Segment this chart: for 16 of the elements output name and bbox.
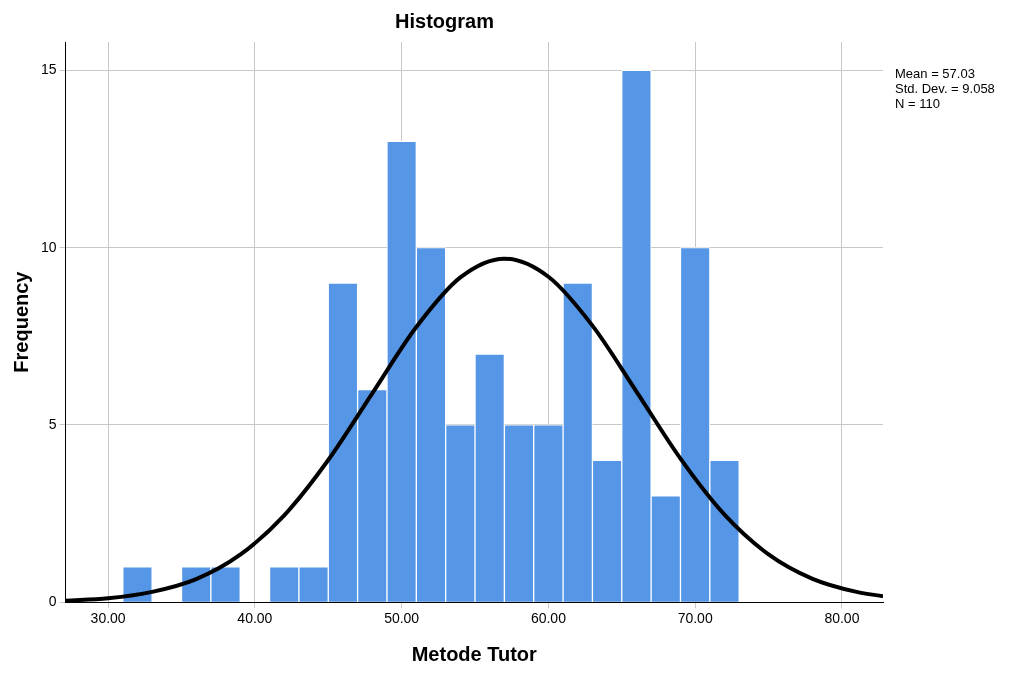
y-tick-label: 0 — [48, 593, 57, 610]
y-tick-label: 5 — [48, 415, 57, 432]
y-tick-label: 10 — [40, 238, 57, 255]
x-tick-label: 40.00 — [237, 610, 273, 627]
x-tick-label: 70.00 — [677, 610, 713, 627]
text: N = 110 — [895, 96, 940, 112]
chart-title: Histogram — [395, 9, 494, 32]
text: Std. Dev. = 9.058 — [895, 81, 995, 97]
y-tick-label: 15 — [40, 61, 57, 78]
x-axis-title: Metode Tutor — [411, 642, 538, 665]
y-axis-title: Frequency — [9, 270, 32, 373]
x-tick-label: 30.00 — [90, 610, 126, 627]
x-tick-label: 60.00 — [530, 610, 567, 627]
text: Mean = 57.03 — [895, 66, 975, 82]
x-tick-label: 80.00 — [824, 610, 860, 627]
x-tick-label: 50.00 — [384, 610, 420, 627]
